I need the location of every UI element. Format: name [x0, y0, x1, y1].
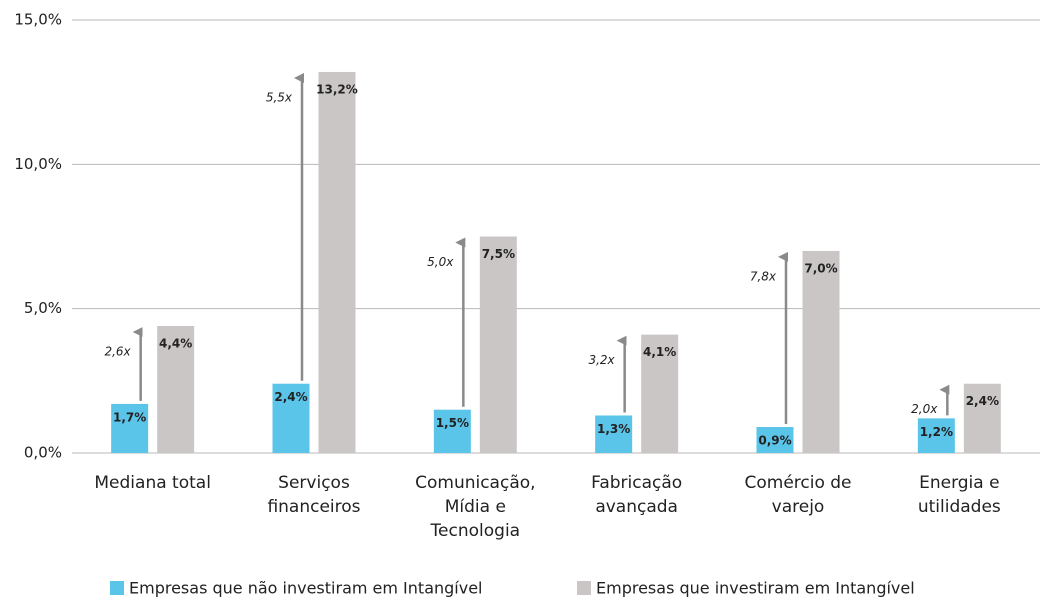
bar [802, 250, 840, 453]
value-label: 0,9% [758, 434, 791, 448]
ratio-label: 5,5x [266, 90, 293, 104]
ratio-label: 2,6x [104, 344, 131, 358]
value-label: 2,4% [274, 390, 307, 404]
bar [479, 236, 517, 453]
x-tick-label: avançada [595, 497, 678, 517]
value-label: 1,7% [113, 410, 146, 424]
ratio-label: 5,0x [427, 255, 454, 269]
value-label: 13,2% [316, 82, 358, 96]
legend-label: Empresas que investiram em Intangível [596, 579, 915, 598]
value-label: 7,0% [804, 261, 837, 275]
x-tick-label: Mídia e [445, 497, 506, 517]
y-tick-label: 0,0% [24, 444, 62, 462]
bar [157, 325, 195, 453]
bar [917, 418, 955, 453]
value-label: 1,5% [436, 416, 469, 430]
bar [756, 427, 794, 453]
y-tick-label: 10,0% [14, 155, 62, 173]
x-tick-label: Tecnologia [430, 521, 521, 541]
ratio-label: 3,2x [588, 353, 615, 367]
bar [272, 383, 310, 453]
value-label: 7,5% [482, 247, 515, 261]
bar [433, 409, 471, 453]
bar [111, 403, 149, 453]
legend-label: Empresas que não investiram em Intangíve… [129, 579, 483, 598]
x-tick-label: Comunicação, [415, 473, 535, 493]
bar [595, 415, 633, 453]
value-label: 4,4% [159, 336, 192, 350]
x-tick-label: utilidades [918, 497, 1001, 517]
bar [641, 334, 679, 453]
y-tick-label: 15,0% [14, 11, 62, 29]
x-tick-label: varejo [772, 497, 825, 517]
y-tick-label: 5,0% [24, 299, 62, 317]
bar [318, 71, 356, 454]
x-tick-label: Fabricação [591, 473, 682, 493]
legend-swatch [110, 581, 124, 595]
ratio-label: 7,8x [750, 269, 777, 283]
x-tick-label: Comércio de [744, 473, 851, 493]
value-label: 2,4% [966, 394, 999, 408]
x-tick-label: Energia e [919, 473, 999, 493]
ratio-label: 2,0x [911, 402, 938, 416]
value-label: 1,3% [597, 422, 630, 436]
bar [963, 383, 1001, 453]
value-label: 4,1% [643, 345, 676, 359]
x-tick-label: Mediana total [94, 473, 211, 493]
x-tick-label: financeiros [267, 497, 360, 517]
legend-swatch [577, 581, 591, 595]
x-tick-label: Serviços [278, 473, 350, 493]
value-label: 1,2% [920, 425, 953, 439]
